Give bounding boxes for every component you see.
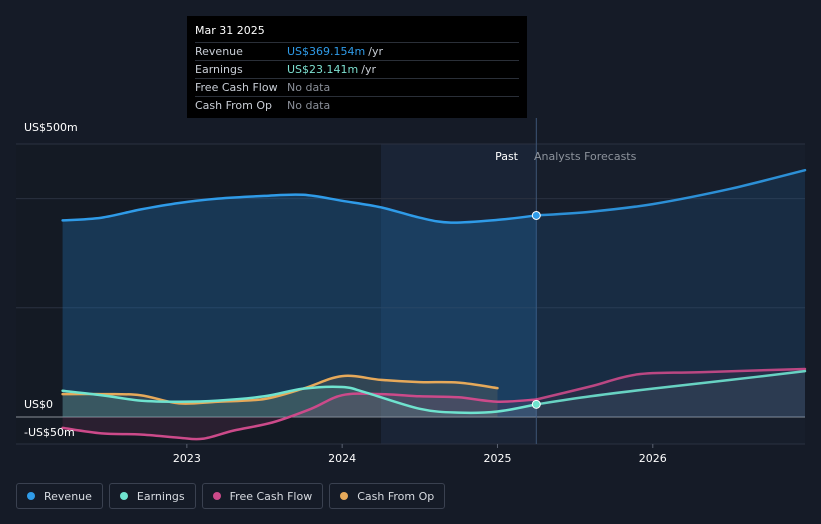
tooltip-row-cfo: Cash From Op No data bbox=[195, 96, 519, 114]
free-cash-flow-forecast-line bbox=[535, 367, 807, 401]
earnings-forecast-line bbox=[535, 369, 807, 406]
tooltip-label: Earnings bbox=[195, 63, 243, 76]
x-tick-label: 2026 bbox=[639, 452, 667, 465]
highlight-band bbox=[380, 144, 537, 444]
legend-label: Revenue bbox=[44, 489, 92, 503]
tooltip-label: Revenue bbox=[195, 45, 243, 58]
free-cash-flow-area bbox=[62, 393, 537, 440]
legend-item-free-cash-flow[interactable]: Free Cash Flow bbox=[201, 483, 324, 509]
past-label: Past bbox=[495, 150, 519, 163]
earnings-forecast-area bbox=[536, 371, 805, 417]
revenue-forecast-area bbox=[536, 170, 805, 417]
tooltip-label: Free Cash Flow bbox=[195, 81, 278, 94]
tooltip-value: US$23.141m bbox=[287, 63, 359, 76]
tooltip-label: Cash From Op bbox=[195, 99, 273, 112]
tooltip: Mar 31 2025 Revenue US$369.154m/yr Earni… bbox=[187, 16, 527, 118]
cash-from-op-line bbox=[61, 374, 499, 405]
legend-dot-icon bbox=[27, 492, 35, 500]
tooltip-unit: /yr bbox=[368, 45, 383, 58]
legend-item-earnings[interactable]: Earnings bbox=[108, 483, 196, 509]
revenue-line bbox=[61, 193, 538, 224]
revenue-area bbox=[62, 194, 537, 417]
earnings-marker bbox=[531, 399, 541, 409]
earnings-line bbox=[61, 385, 538, 415]
legend-label: Free Cash Flow bbox=[229, 489, 313, 503]
tooltip-value: No data bbox=[287, 99, 331, 112]
legend: Revenue Earnings Free Cash Flow Cash Fro… bbox=[16, 483, 446, 511]
tooltip-row-earnings: Earnings US$23.141m/yr bbox=[195, 60, 519, 78]
tooltip-unit: /yr bbox=[361, 63, 376, 76]
legend-dot-icon bbox=[340, 492, 349, 500]
x-tick-label: 2025 bbox=[483, 452, 511, 465]
free-cash-flow-line bbox=[61, 392, 538, 441]
y-tick-label: US$0 bbox=[24, 398, 53, 411]
revenue-marker bbox=[531, 210, 541, 220]
tooltip-value: US$369.154m bbox=[287, 45, 366, 58]
tooltip-value: No data bbox=[287, 81, 331, 94]
forecast-label: Analysts Forecasts bbox=[534, 150, 637, 163]
revenue-forecast-line bbox=[535, 168, 807, 217]
legend-item-cash-from-op[interactable]: Cash From Op bbox=[329, 483, 446, 509]
tooltip-value-wrap: US$23.141m/yr bbox=[287, 61, 376, 78]
x-tick-label: 2024 bbox=[328, 452, 356, 465]
legend-dot-icon bbox=[119, 492, 128, 500]
legend-item-revenue[interactable]: Revenue bbox=[16, 483, 103, 509]
legend-dot-icon bbox=[212, 492, 221, 500]
tooltip-value-wrap: US$369.154m/yr bbox=[287, 43, 383, 60]
tooltip-row-revenue: Revenue US$369.154m/yr bbox=[195, 42, 519, 60]
x-tick-label: 2023 bbox=[173, 452, 201, 465]
tooltip-row-fcf: Free Cash Flow No data bbox=[195, 78, 519, 96]
free-cash-flow-forecast-area bbox=[536, 369, 805, 417]
y-tick-label: US$500m bbox=[24, 121, 78, 134]
legend-label: Cash From Op bbox=[357, 489, 435, 503]
legend-label: Earnings bbox=[136, 489, 185, 503]
y-tick-label: -US$50m bbox=[24, 426, 75, 439]
tooltip-date: Mar 31 2025 bbox=[195, 24, 265, 37]
